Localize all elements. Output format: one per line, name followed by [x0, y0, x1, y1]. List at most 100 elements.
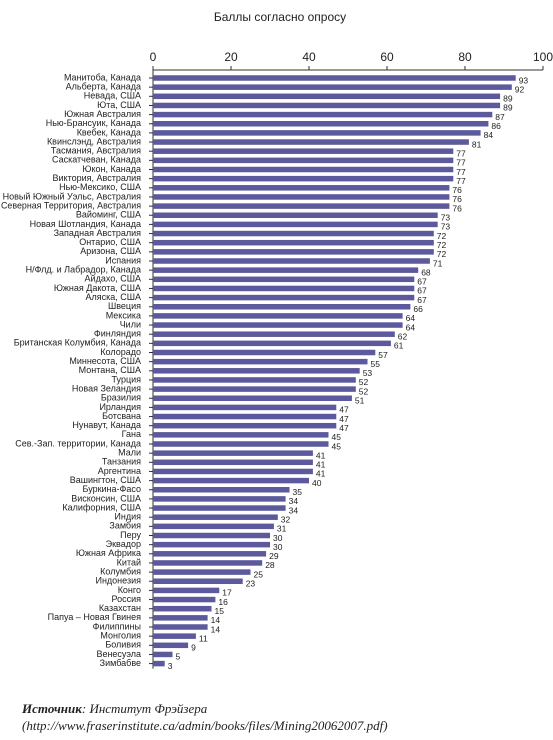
y-tick-label: Финляндия [94, 329, 141, 339]
value-label: 72 [437, 249, 447, 259]
bar [153, 432, 329, 438]
value-label: 57 [378, 350, 388, 360]
bar [153, 450, 313, 456]
y-tick-label: Бразилия [101, 393, 141, 403]
y-tick-label: Колумбия [100, 566, 141, 576]
value-label: 9 [191, 643, 196, 653]
bar [153, 487, 290, 493]
y-tick-label: Чили [120, 319, 141, 329]
value-label: 14 [211, 624, 221, 634]
bar [153, 624, 208, 630]
bar [153, 221, 438, 228]
value-label: 73 [441, 222, 451, 232]
y-tick-label: Тасмания, Австралия [51, 146, 141, 156]
x-tick-label: 80 [458, 50, 472, 64]
y-tick-label: Индонезия [95, 576, 141, 586]
value-label: 72 [437, 240, 447, 250]
chart-title: Баллы согласно опросу [214, 10, 346, 24]
value-label: 41 [316, 460, 326, 470]
y-tick-label: Северная Территория, Австралия [1, 200, 141, 210]
y-tick-label: Мексика [106, 310, 141, 320]
value-label: 62 [398, 331, 408, 341]
bar [153, 422, 337, 429]
bar [153, 615, 208, 621]
value-label: 89 [503, 94, 513, 104]
bar [153, 413, 337, 420]
bar [153, 541, 270, 548]
value-label: 47 [339, 423, 349, 433]
bar [153, 157, 454, 164]
value-label: 34 [289, 505, 299, 515]
bar [153, 148, 454, 154]
bar [153, 194, 450, 200]
y-tick-label: Саскатчеван, Канада [52, 155, 141, 165]
y-tick-label: Китай [117, 557, 141, 567]
bar [153, 578, 243, 584]
value-label: 77 [456, 158, 466, 168]
bar [153, 75, 516, 81]
bar [153, 459, 313, 466]
value-label: 31 [277, 524, 287, 534]
value-label: 47 [339, 414, 349, 424]
bar [153, 505, 286, 511]
y-tick-label: Буркина-Фасо [82, 484, 141, 494]
y-tick-label: Венесуэла [96, 649, 141, 659]
value-label: 61 [394, 341, 404, 351]
value-label: 34 [289, 496, 299, 506]
y-tick-label: Юкон, Канада [82, 164, 141, 174]
value-label: 25 [254, 569, 264, 579]
y-tick-label: Висконсин, США [71, 493, 141, 503]
bar [153, 239, 434, 246]
bar [153, 267, 419, 273]
y-tick-label: Юта, США [97, 100, 141, 110]
bar [153, 477, 309, 484]
y-tick-label: Вашингтон, США [70, 475, 141, 485]
y-tick-label: Манитоба, Канада [64, 72, 141, 82]
y-tick-label: Онтарио, США [79, 237, 141, 247]
value-label: 55 [371, 359, 381, 369]
y-tick-label: Индия [114, 512, 141, 522]
y-tick-label: Колорадо [100, 347, 141, 357]
bar [153, 258, 430, 264]
y-tick-label: Миннесота, США [69, 356, 141, 366]
y-tick-label: Н/Флд. и Лабрадор, Канада [26, 265, 141, 275]
bar [153, 185, 450, 191]
y-tick-label: Нью-Мексико, США [59, 182, 141, 192]
y-tick-label: Мали [118, 448, 141, 458]
bar [153, 569, 251, 575]
y-tick-label: Ирландия [99, 402, 141, 412]
bar [153, 285, 415, 292]
y-tick-label: Южная Дакота, США [54, 283, 141, 293]
bar [153, 633, 196, 639]
bar [153, 596, 216, 603]
y-tick-label: Альберта, Канада [66, 82, 141, 92]
x-tick-label: 20 [224, 50, 238, 64]
value-label: 5 [176, 652, 181, 662]
value-label: 64 [406, 322, 416, 332]
y-tick-label: Аргентина [98, 466, 141, 476]
value-label: 93 [519, 75, 529, 85]
y-tick-label: Южная Австралия [64, 109, 141, 119]
value-label: 47 [339, 405, 349, 415]
bar [153, 130, 481, 136]
value-label: 15 [215, 606, 225, 616]
bar [153, 532, 270, 539]
y-tick-label: Папуа – Новая Гвинея [48, 612, 141, 622]
y-tick-label: Монтана, США [79, 365, 141, 375]
bar [153, 313, 403, 319]
value-label: 76 [452, 194, 462, 204]
y-tick-label: Ботсвана [102, 411, 141, 421]
value-label: 86 [491, 121, 501, 131]
bar [153, 560, 263, 566]
bar [153, 111, 493, 118]
y-tick-label: Квебек, Канада [77, 127, 141, 137]
y-tick-label: Новая Зеландия [72, 383, 141, 393]
y-tick-label: Россия [111, 594, 141, 604]
bar [153, 322, 403, 328]
value-label: 29 [269, 551, 279, 561]
value-label: 76 [452, 203, 462, 213]
y-tick-label: Конго [118, 585, 141, 595]
value-label: 52 [359, 377, 369, 387]
y-tick-label: Танзания [102, 457, 141, 467]
y-tick-label: Замбия [109, 521, 141, 531]
